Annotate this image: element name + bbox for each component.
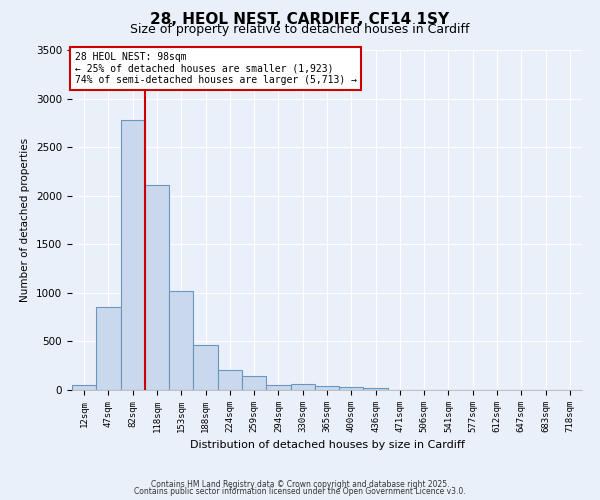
Bar [96,308,121,390]
Bar [364,388,388,390]
Bar [121,120,145,390]
Bar [339,387,364,390]
Text: Contains HM Land Registry data © Crown copyright and database right 2025.: Contains HM Land Registry data © Crown c… [151,480,449,489]
Bar [218,370,242,390]
Bar [145,185,169,390]
Text: Contains public sector information licensed under the Open Government Licence v3: Contains public sector information licen… [134,487,466,496]
Bar [193,346,218,390]
Bar [290,384,315,390]
Bar [315,386,339,390]
Bar [242,376,266,390]
Text: 28, HEOL NEST, CARDIFF, CF14 1SY: 28, HEOL NEST, CARDIFF, CF14 1SY [151,12,449,28]
X-axis label: Distribution of detached houses by size in Cardiff: Distribution of detached houses by size … [190,440,464,450]
Bar [266,385,290,390]
Bar [72,385,96,390]
Text: 28 HEOL NEST: 98sqm
← 25% of detached houses are smaller (1,923)
74% of semi-det: 28 HEOL NEST: 98sqm ← 25% of detached ho… [74,52,356,85]
Text: Size of property relative to detached houses in Cardiff: Size of property relative to detached ho… [130,22,470,36]
Bar [169,291,193,390]
Y-axis label: Number of detached properties: Number of detached properties [20,138,31,302]
